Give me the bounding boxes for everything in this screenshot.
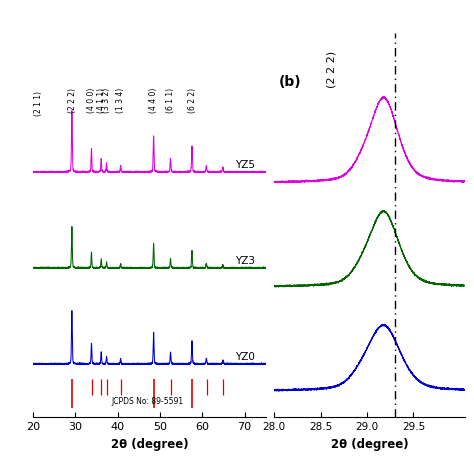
Text: YZ5: YZ5 — [235, 160, 255, 171]
Text: (4 4 0): (4 4 0) — [149, 88, 158, 113]
Text: (3 3 2): (3 3 2) — [102, 88, 111, 113]
Text: (2 2 2): (2 2 2) — [68, 88, 77, 113]
Text: YZ0: YZ0 — [235, 352, 255, 363]
Text: JCPDS No: 89-5591: JCPDS No: 89-5591 — [111, 397, 183, 406]
X-axis label: 2θ (degree): 2θ (degree) — [110, 438, 188, 450]
X-axis label: 2θ (degree): 2θ (degree) — [330, 438, 408, 450]
Text: YZ3: YZ3 — [235, 256, 255, 266]
Text: (4 1 1): (4 1 1) — [97, 88, 106, 113]
Text: (4 0 0): (4 0 0) — [87, 88, 96, 113]
Text: (2 1 1): (2 1 1) — [34, 91, 43, 116]
Text: (6 1 1): (6 1 1) — [166, 88, 175, 113]
Text: (6 2 2): (6 2 2) — [188, 88, 197, 113]
Text: (2 2 2): (2 2 2) — [327, 51, 337, 89]
Text: (1 3 4): (1 3 4) — [116, 88, 125, 113]
Text: (b): (b) — [279, 75, 301, 90]
